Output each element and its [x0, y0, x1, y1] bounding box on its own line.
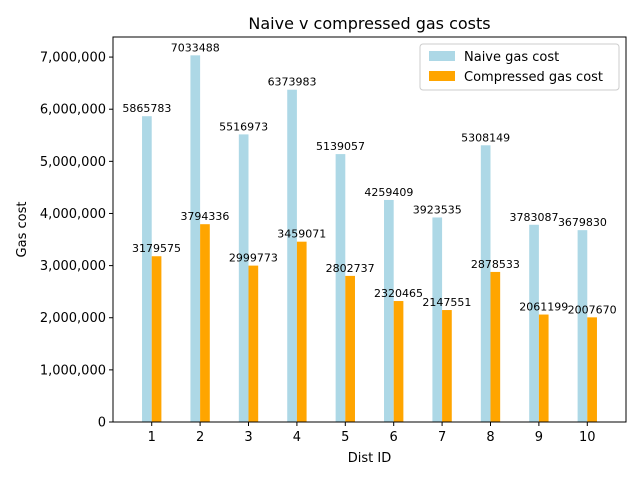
y-axis: 0 1,000,000 2,000,000 3,000,000 4,000,000 5,0… — [40, 51, 113, 431]
data-label-compressed-1: 3179575 — [132, 242, 181, 255]
x-tick-label: 8 — [486, 430, 494, 445]
y-tick-label: 4,000,000 — [40, 207, 106, 222]
bar-compressed-1 — [151, 256, 162, 422]
data-label-compressed-6: 2320465 — [374, 287, 423, 300]
x-tick-label: 7 — [438, 430, 446, 445]
data-label-naive-1: 5865783 — [122, 102, 171, 115]
data-label-naive-8: 5308149 — [461, 131, 510, 144]
y-tick-label: 5,000,000 — [40, 155, 106, 170]
bar-naive-4 — [287, 89, 297, 422]
data-label-compressed-5: 2802737 — [326, 262, 375, 275]
bar-naive-7 — [432, 217, 443, 422]
bar-naive-9 — [529, 224, 539, 422]
bar-compressed-8 — [490, 271, 501, 422]
plot-frame — [112, 36, 627, 423]
x-tick-label: 1 — [148, 430, 156, 445]
bar-compressed-5 — [345, 275, 355, 422]
bar-compressed-3 — [248, 265, 259, 422]
data-label-compressed-8: 2878533 — [471, 258, 520, 271]
y-tick-label: 0 — [98, 416, 106, 431]
data-label-compressed-9: 2061199 — [519, 301, 568, 314]
bars-group — [142, 55, 597, 423]
y-axis-label: Gas cost — [15, 202, 30, 258]
data-label-naive-5: 5139057 — [316, 140, 365, 153]
chart-title: Naive v compressed gas costs — [248, 14, 490, 33]
data-label-compressed-3: 2999773 — [229, 252, 278, 265]
y-tick-label: 1,000,000 — [40, 363, 106, 378]
x-tick-label: 9 — [535, 430, 543, 445]
x-tick-label: 5 — [341, 430, 349, 445]
x-axis-label: Dist ID — [348, 451, 391, 466]
y-tick-label: 6,000,000 — [40, 103, 106, 118]
x-tick-label: 10 — [579, 430, 596, 445]
data-labels-group: 5865783 3179575 7033488 3794336 5516973 29997… — [122, 41, 616, 316]
x-tick-label: 6 — [390, 430, 398, 445]
bar-naive-1 — [142, 116, 152, 423]
data-label-naive-2: 7033488 — [171, 41, 220, 54]
data-label-compressed-4: 3459071 — [277, 228, 326, 241]
bar-naive-5 — [335, 154, 346, 422]
data-label-naive-9: 3783087 — [510, 211, 559, 224]
x-tick-label: 2 — [196, 430, 204, 445]
data-label-naive-10: 3679830 — [558, 216, 607, 229]
legend-label-naive: Naive gas cost — [464, 50, 559, 65]
y-tick-label: 2,000,000 — [40, 311, 106, 326]
y-tick-label: 7,000,000 — [40, 51, 106, 66]
legend-swatch-naive — [429, 51, 455, 61]
data-label-naive-6: 4259409 — [364, 186, 413, 199]
data-label-naive-3: 5516973 — [219, 120, 268, 133]
bar-compressed-7 — [442, 310, 452, 422]
bar-compressed-4 — [296, 241, 307, 422]
bar-naive-6 — [384, 199, 394, 422]
bar-naive-3 — [238, 134, 249, 422]
x-tick-label: 3 — [244, 430, 252, 445]
data-label-naive-4: 6373983 — [268, 76, 317, 89]
legend-box — [419, 43, 620, 91]
bar-naive-10 — [577, 230, 588, 422]
data-label-naive-7: 3923535 — [413, 203, 462, 216]
data-label-compressed-2: 3794336 — [180, 210, 229, 223]
legend-label-compressed: Compressed gas cost — [464, 70, 603, 85]
x-tick-label: 4 — [293, 430, 301, 445]
bar-compressed-10 — [587, 317, 597, 422]
legend-swatch-compressed — [429, 71, 455, 81]
x-axis: 1 2 3 4 5 6 7 8 9 10 — [148, 422, 596, 445]
y-tick-label: 3,000,000 — [40, 259, 106, 274]
bar-compressed-9 — [538, 314, 549, 422]
bar-compressed-6 — [393, 301, 404, 422]
legend: Naive gas cost Compressed gas cost — [419, 43, 620, 91]
data-label-compressed-10: 2007670 — [568, 303, 617, 316]
bar-naive-8 — [480, 145, 491, 422]
bar-compressed-2 — [200, 224, 210, 422]
bar-naive-2 — [190, 55, 201, 422]
data-label-compressed-7: 2147551 — [422, 296, 471, 309]
